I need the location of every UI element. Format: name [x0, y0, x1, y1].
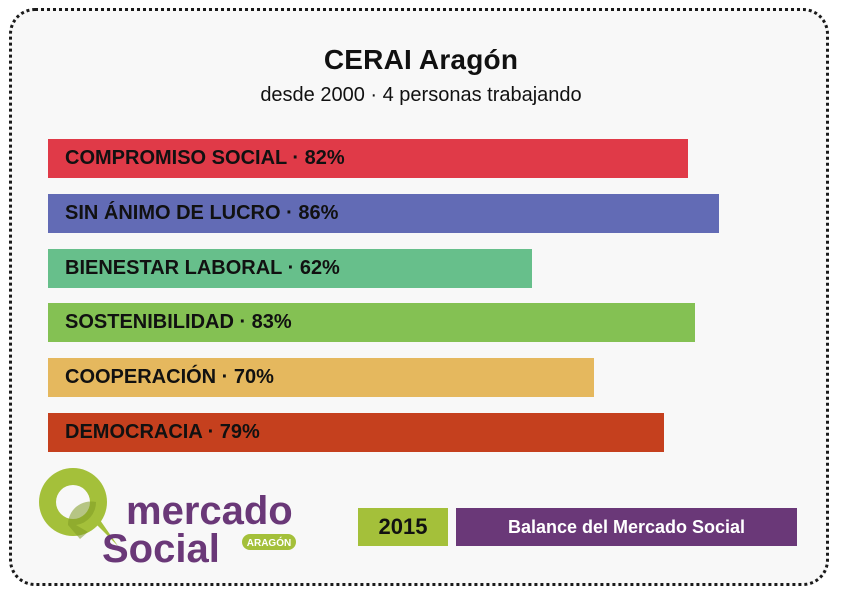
bar: COOPERACIÓN · 70% — [48, 358, 594, 397]
bar: SIN ÁNIMO DE LUCRO · 86% — [48, 194, 719, 233]
balance-badge: Balance del Mercado Social — [456, 508, 797, 546]
bar-label: COOPERACIÓN · 70% — [65, 366, 274, 388]
bar-label: BIENESTAR LABORAL · 62% — [65, 257, 340, 279]
bar-label: SOSTENIBILIDAD · 83% — [65, 311, 292, 333]
mercado-social-logo: mercado Social ARAGÓN — [39, 468, 296, 571]
bar-label: SIN ÁNIMO DE LUCRO · 86% — [65, 202, 339, 224]
speech-bubble-icon — [39, 468, 118, 546]
card-frame — [9, 8, 829, 586]
logo-region-pill — [242, 534, 296, 550]
bar: BIENESTAR LABORAL · 62% — [48, 249, 532, 288]
year-badge: 2015 — [358, 508, 448, 546]
logo-word-social: Social — [102, 527, 220, 571]
bar: SOSTENIBILIDAD · 83% — [48, 303, 695, 342]
bar: DEMOCRACIA · 79% — [48, 413, 664, 452]
bar: COMPROMISO SOCIAL · 82% — [48, 139, 688, 178]
logo-region-text: ARAGÓN — [247, 536, 291, 549]
logo-word-mercado: mercado — [126, 489, 293, 533]
chart-subtitle: desde 2000 · 4 personas trabajando — [260, 84, 582, 106]
bar-label: DEMOCRACIA · 79% — [65, 421, 260, 443]
bar-label: COMPROMISO SOCIAL · 82% — [65, 147, 345, 169]
chart-title: CERAI Aragón — [323, 44, 519, 75]
